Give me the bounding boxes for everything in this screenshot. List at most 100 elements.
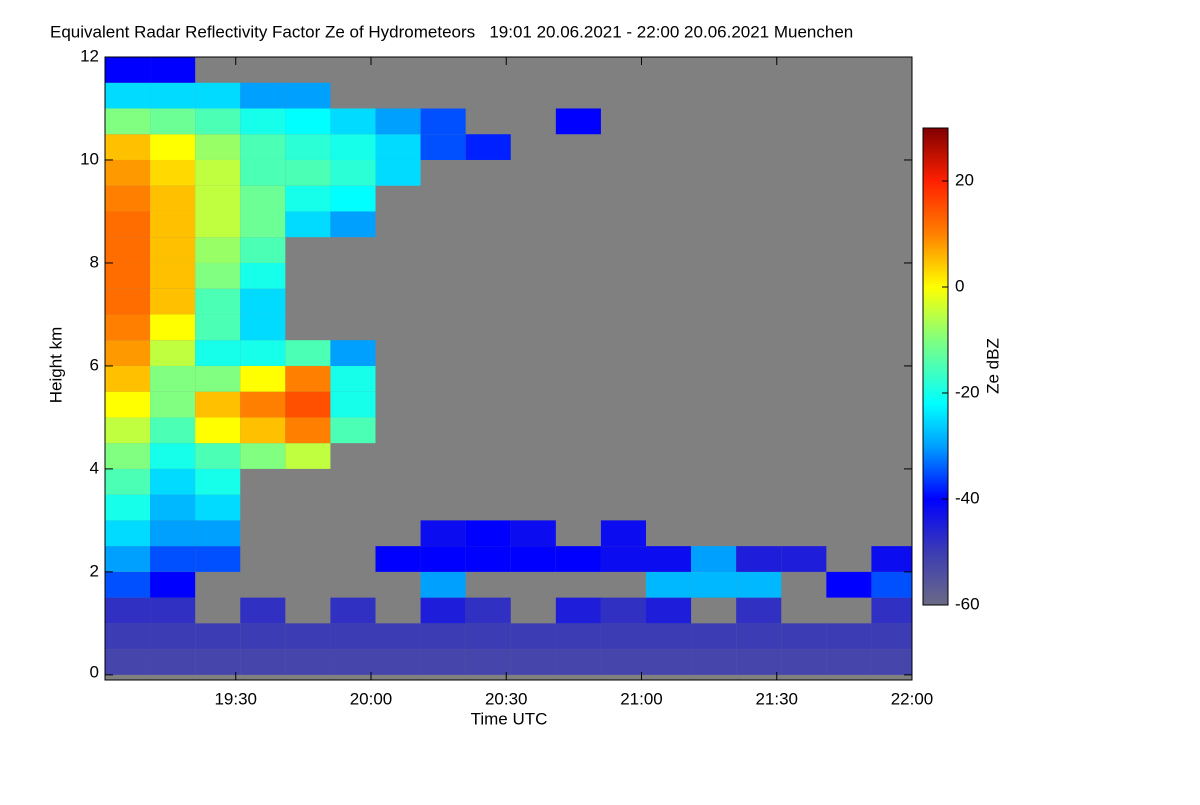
y-tick-label: 8	[90, 252, 99, 271]
reflectivity-cell	[646, 571, 692, 598]
reflectivity-cell	[285, 649, 331, 675]
reflectivity-cell	[105, 597, 151, 624]
reflectivity-cell	[555, 546, 601, 572]
reflectivity-cell	[285, 159, 331, 186]
reflectivity-cell	[555, 108, 601, 135]
reflectivity-cell	[105, 391, 151, 418]
reflectivity-cell	[465, 546, 511, 572]
reflectivity-cell	[420, 649, 466, 675]
reflectivity-cell	[105, 288, 151, 315]
colorbar-tick-label: 0	[955, 276, 964, 295]
reflectivity-cell	[375, 649, 421, 675]
reflectivity-cell	[285, 340, 331, 366]
reflectivity-cell	[330, 211, 376, 238]
reflectivity-cell	[150, 597, 196, 624]
reflectivity-cell	[105, 494, 151, 521]
reflectivity-cell	[105, 649, 151, 675]
reflectivity-cell	[195, 108, 241, 135]
reflectivity-cell	[240, 365, 286, 392]
reflectivity-cell	[600, 546, 647, 572]
reflectivity-cell	[240, 443, 286, 469]
reflectivity-cell	[420, 623, 466, 650]
reflectivity-cell	[105, 57, 151, 83]
reflectivity-cell	[285, 82, 331, 109]
reflectivity-cell	[105, 546, 151, 572]
x-tick-label: 19:30	[214, 689, 257, 708]
reflectivity-cell	[826, 649, 872, 675]
reflectivity-cell	[105, 623, 151, 650]
reflectivity-cell	[195, 443, 241, 469]
reflectivity-cell	[240, 185, 286, 212]
y-tick-label: 2	[90, 561, 99, 580]
reflectivity-cell	[150, 391, 196, 418]
reflectivity-cell	[195, 262, 241, 289]
reflectivity-cell	[691, 649, 737, 675]
reflectivity-cell	[285, 134, 331, 160]
reflectivity-cell	[871, 597, 912, 624]
reflectivity-cell	[195, 494, 241, 521]
colorbar-label: Ze dBZ	[983, 338, 1002, 394]
x-tick-label: 21:00	[620, 689, 663, 708]
reflectivity-cell	[375, 159, 421, 186]
reflectivity-cell	[150, 340, 196, 366]
y-tick-label: 4	[90, 458, 99, 477]
reflectivity-cell	[150, 443, 196, 469]
reflectivity-cell	[105, 211, 151, 238]
reflectivity-cell	[150, 546, 196, 572]
reflectivity-cell	[105, 262, 151, 289]
reflectivity-cell	[465, 623, 511, 650]
y-axis-label: Height km	[46, 327, 65, 404]
reflectivity-cell	[826, 623, 872, 650]
reflectivity-cell	[105, 520, 151, 547]
reflectivity-cell	[691, 571, 737, 598]
y-tick-label: 6	[90, 355, 99, 374]
reflectivity-cell	[420, 108, 466, 135]
reflectivity-cell	[555, 623, 601, 650]
y-tick-label: 0	[90, 662, 99, 681]
reflectivity-cell	[330, 340, 376, 366]
reflectivity-cell	[150, 185, 196, 212]
reflectivity-cell	[285, 391, 331, 418]
reflectivity-cell	[105, 82, 151, 109]
reflectivity-cell	[646, 597, 692, 624]
reflectivity-cell	[691, 546, 737, 572]
reflectivity-cell	[510, 649, 556, 675]
reflectivity-cell	[240, 288, 286, 315]
reflectivity-cell	[330, 391, 376, 418]
reflectivity-cell	[195, 237, 241, 263]
reflectivity-cell	[736, 571, 782, 598]
reflectivity-cell	[871, 571, 912, 598]
reflectivity-cell	[150, 262, 196, 289]
colorbar-tick-label: -60	[955, 594, 980, 613]
x-tick-label: 20:00	[350, 689, 393, 708]
reflectivity-cell	[240, 314, 286, 341]
reflectivity-cell	[105, 237, 151, 263]
reflectivity-cell	[150, 57, 196, 83]
reflectivity-cell	[195, 134, 241, 160]
reflectivity-cell	[195, 546, 241, 572]
reflectivity-cell	[330, 108, 376, 135]
reflectivity-cell	[150, 494, 196, 521]
reflectivity-cell	[510, 520, 556, 547]
reflectivity-cell	[105, 417, 151, 444]
reflectivity-cell	[105, 340, 151, 366]
reflectivity-cell	[150, 237, 196, 263]
reflectivity-cell	[195, 185, 241, 212]
reflectivity-cell	[330, 623, 376, 650]
reflectivity-cell	[375, 623, 421, 650]
reflectivity-cell	[600, 649, 647, 675]
reflectivity-cell	[871, 623, 912, 650]
reflectivity-cell	[105, 468, 151, 495]
reflectivity-cell	[420, 546, 466, 572]
reflectivity-cell	[150, 314, 196, 341]
reflectivity-cell	[465, 649, 511, 675]
reflectivity-cell	[150, 159, 196, 186]
reflectivity-cell	[555, 649, 601, 675]
reflectivity-cell	[600, 597, 647, 624]
reflectivity-cell	[150, 520, 196, 547]
reflectivity-cell	[150, 288, 196, 315]
reflectivity-cell	[240, 391, 286, 418]
reflectivity-cell	[240, 108, 286, 135]
colorbar	[922, 127, 949, 606]
